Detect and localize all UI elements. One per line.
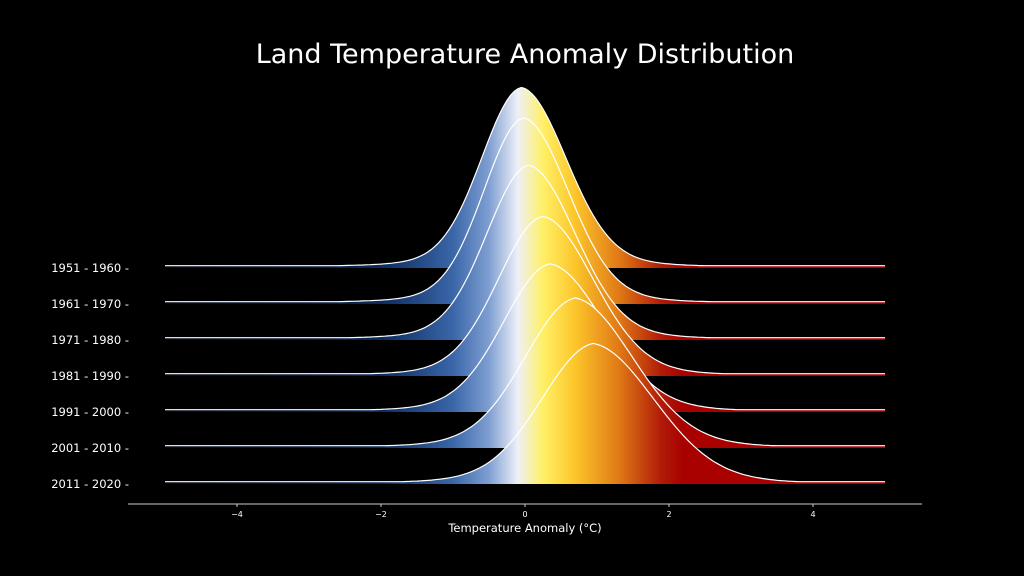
x-tick-label: −2 [375, 510, 387, 519]
ridge-outline [165, 117, 885, 303]
y-tick-label: 1981 - 1990 - [51, 369, 129, 383]
y-tick-label: 2011 - 2020 - [51, 477, 129, 491]
ridge-outline [165, 297, 885, 447]
x-tick-label: 4 [810, 510, 815, 519]
y-tick-label: 1991 - 2000 - [51, 405, 129, 419]
ridge-outline [165, 86, 885, 267]
ridge-outline [165, 342, 885, 483]
y-tick-label: 1951 - 1960 - [51, 261, 129, 275]
ridge-2001-2010 [165, 297, 885, 448]
y-tick-label: 1971 - 1980 - [51, 333, 129, 347]
y-tick-label: 1961 - 1970 - [51, 297, 129, 311]
ridge-outline [165, 164, 885, 339]
x-tick-label: −4 [231, 510, 243, 519]
ridge-outline [165, 263, 885, 411]
x-tick-label: 0 [522, 510, 527, 519]
x-axis-ticks: −4 −2 0 2 4 [231, 504, 816, 519]
y-tick-label: 2001 - 2010 - [51, 441, 129, 455]
ridge-fill [165, 263, 885, 412]
ridge-fill [165, 343, 885, 484]
x-axis-label: Temperature Anomaly (°C) [447, 521, 601, 535]
x-tick-label: 2 [666, 510, 671, 519]
ridge-2011-2020 [165, 342, 885, 484]
ridge-fill [165, 297, 885, 448]
ridge-outline [165, 215, 885, 375]
ridge-layers [165, 86, 885, 484]
y-axis-labels: 1951 - 1960 - 1961 - 1970 - 1971 - 1980 - 1… [51, 261, 129, 491]
ridge-1991-2000 [165, 263, 885, 412]
chart-title: Land Temperature Anomaly Distribution [256, 39, 795, 70]
